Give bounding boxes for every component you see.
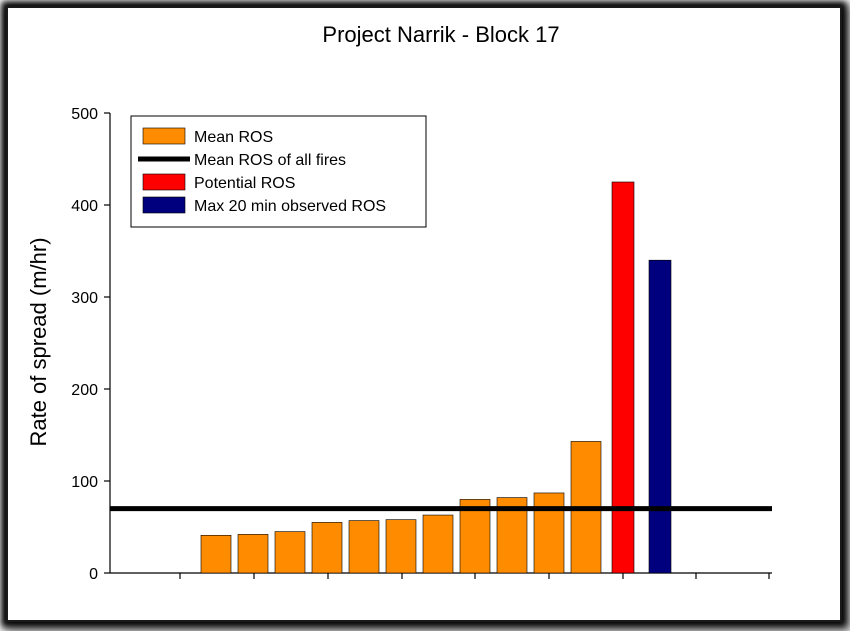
bar-max-observed-ros <box>648 259 672 574</box>
legend-swatch <box>142 127 186 145</box>
y-tick-label: 300 <box>71 290 98 307</box>
y-axis-label: Rate of spread (m/hr) <box>26 237 51 446</box>
bar-mean-ros <box>274 531 306 574</box>
chart-title: Project Narrik - Block 17 <box>322 22 559 47</box>
bar-mean-ros <box>237 534 269 574</box>
legend-swatch <box>142 173 186 191</box>
y-tick-label: 400 <box>71 198 98 215</box>
legend-label: Mean ROS <box>194 129 273 146</box>
bar-mean-ros <box>533 492 565 574</box>
y-tick-label: 200 <box>71 382 98 399</box>
bar-mean-ros <box>459 499 491 574</box>
bar-mean-ros <box>311 522 343 574</box>
bar-mean-ros <box>422 514 454 574</box>
legend-swatch <box>142 196 186 214</box>
y-tick-label: 500 <box>71 106 98 123</box>
y-tick-label: 0 <box>89 566 98 583</box>
y-tick-label: 100 <box>71 474 98 491</box>
bar-potential-ros <box>611 181 635 574</box>
legend-label: Potential ROS <box>194 175 295 192</box>
bar-mean-ros <box>200 534 232 574</box>
plot-area: 0 100 200 300 400 500 <box>71 106 772 583</box>
legend-label: Mean ROS of all fires <box>194 152 346 169</box>
legend: Mean ROS Mean ROS of all fires Potential R… <box>130 115 427 228</box>
bar-mean-ros <box>348 520 380 574</box>
legend-label: Max 20 min observed ROS <box>194 198 386 215</box>
bar-mean-ros <box>385 519 417 574</box>
